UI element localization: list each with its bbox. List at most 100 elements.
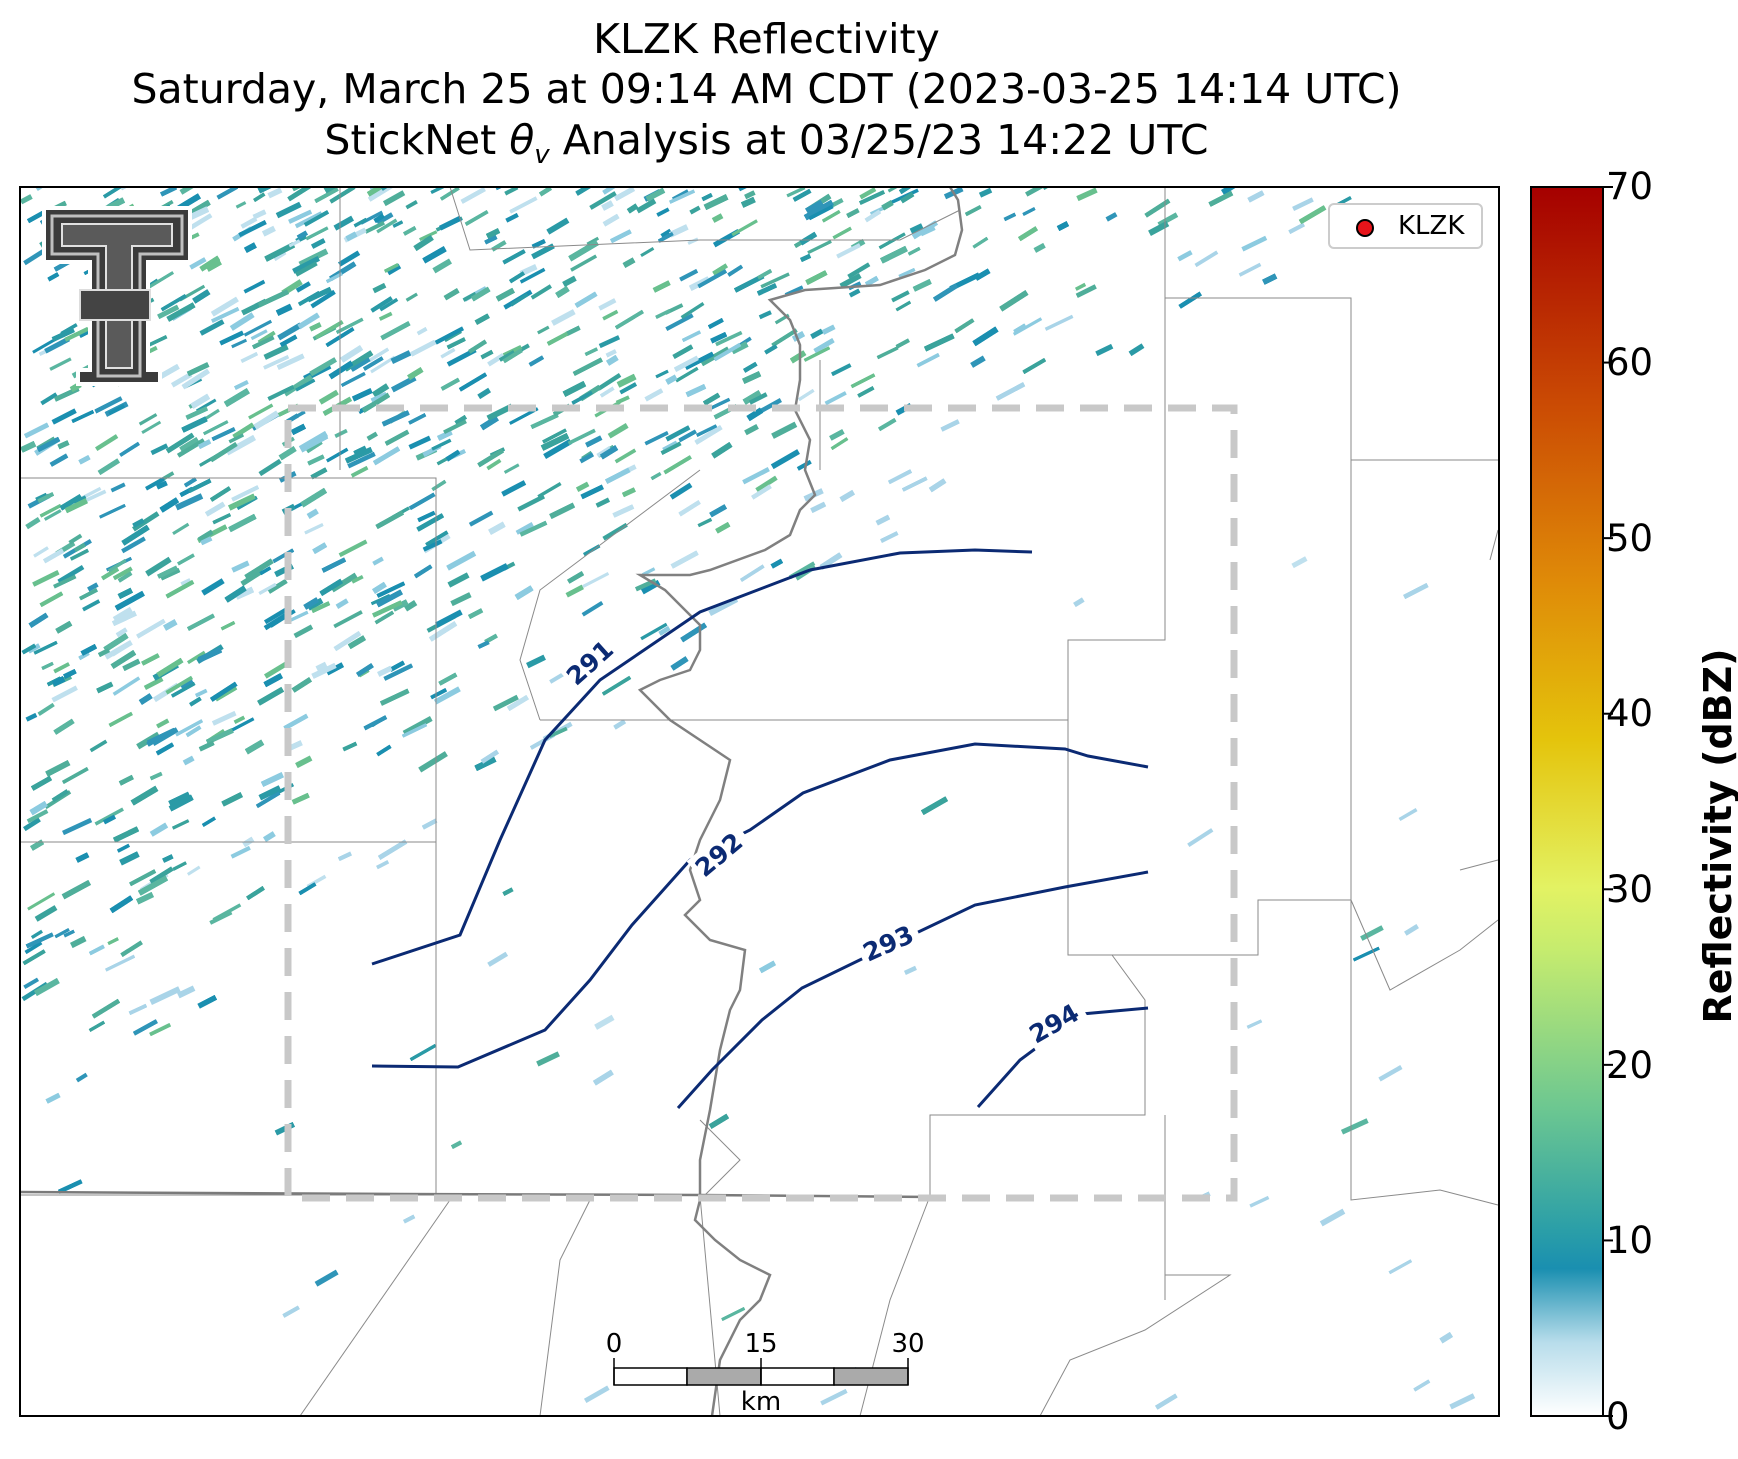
echo-streak bbox=[165, 432, 195, 454]
echo-streak bbox=[392, 220, 404, 228]
echo-streak bbox=[69, 935, 87, 949]
echo-streak bbox=[502, 348, 523, 364]
echo-streak bbox=[786, 187, 806, 198]
echo-streak bbox=[864, 209, 882, 223]
echo-streak bbox=[205, 501, 226, 517]
echo-streak bbox=[304, 523, 324, 535]
echo-streak bbox=[405, 200, 418, 210]
echo-streak bbox=[488, 521, 506, 535]
echo-streak bbox=[114, 590, 145, 611]
echo-streak bbox=[437, 429, 453, 441]
echo-streak bbox=[20, 441, 37, 453]
echo-streak bbox=[486, 458, 502, 471]
echo-streak bbox=[186, 865, 201, 876]
echo-streak bbox=[372, 600, 403, 618]
echo-streak bbox=[41, 661, 54, 670]
echo-streak bbox=[298, 248, 329, 268]
echo-streak bbox=[875, 514, 891, 526]
echo-streak bbox=[669, 189, 695, 204]
echo-streak bbox=[201, 816, 216, 827]
echo-streak bbox=[372, 446, 401, 466]
echo-streak bbox=[203, 420, 229, 436]
echo-streak bbox=[130, 785, 159, 806]
echo-streak bbox=[24, 941, 43, 955]
echo-streak bbox=[565, 325, 581, 337]
echo-streak bbox=[405, 292, 418, 302]
radar-marker-icon bbox=[1356, 219, 1374, 237]
echo-streak bbox=[323, 187, 338, 194]
echo-streak bbox=[468, 608, 484, 619]
echo-streak bbox=[382, 190, 406, 207]
echo-streak bbox=[1360, 925, 1384, 941]
echo-streak bbox=[663, 455, 692, 475]
title-line-2: Saturday, March 25 at 09:14 AM CDT (2023… bbox=[131, 65, 1402, 113]
echo-streak bbox=[64, 498, 88, 514]
echo-streak bbox=[246, 886, 265, 901]
echo-streak bbox=[58, 1179, 83, 1194]
echo-streak bbox=[20, 194, 33, 205]
echo-streak bbox=[562, 275, 577, 288]
echo-streak bbox=[477, 387, 492, 400]
echo-streak bbox=[160, 567, 181, 581]
contour-292 bbox=[371, 742, 1149, 1069]
echo-streak bbox=[24, 422, 50, 439]
legend: KLZK bbox=[1328, 203, 1483, 249]
echo-streak bbox=[165, 675, 193, 695]
echo-streak bbox=[432, 258, 452, 274]
echo-streak bbox=[581, 600, 604, 617]
echo-streak bbox=[495, 287, 515, 302]
echo-streak bbox=[347, 635, 366, 650]
echo-streak bbox=[477, 448, 504, 468]
echo-streak bbox=[293, 624, 314, 639]
echo-streak bbox=[40, 392, 58, 406]
echo-streak bbox=[179, 187, 196, 195]
echo-streak bbox=[353, 445, 367, 456]
echo-streak bbox=[240, 216, 258, 229]
echo-streak bbox=[177, 985, 196, 999]
echo-streak bbox=[230, 845, 251, 859]
echo-streak bbox=[1340, 1118, 1369, 1135]
echo-streak bbox=[440, 347, 456, 359]
echo-streak bbox=[434, 609, 463, 628]
echo-streak bbox=[156, 657, 184, 678]
colorbar-tick-40: 40 bbox=[1606, 692, 1654, 735]
echo-streak bbox=[51, 327, 75, 342]
echo-streak bbox=[656, 207, 670, 217]
echo-streak bbox=[458, 372, 488, 392]
echo-streak bbox=[408, 492, 436, 511]
echo-streak bbox=[701, 192, 713, 202]
echo-streak bbox=[1022, 357, 1047, 374]
echo-streak bbox=[419, 230, 438, 242]
echo-streak bbox=[824, 391, 847, 406]
echo-streak bbox=[895, 338, 910, 349]
echo-streak bbox=[326, 447, 349, 463]
echo-streak bbox=[730, 341, 749, 355]
echo-streak bbox=[1378, 1065, 1403, 1082]
echo-streak bbox=[803, 199, 834, 221]
echo-streak bbox=[1388, 1259, 1413, 1275]
echo-streak bbox=[138, 413, 158, 426]
echo-streak bbox=[964, 205, 982, 217]
echo-streak bbox=[231, 560, 250, 573]
echo-streak bbox=[82, 599, 101, 612]
echo-streak bbox=[240, 352, 258, 363]
echo-streak bbox=[678, 500, 701, 517]
echo-streak bbox=[263, 355, 290, 370]
echo-streak bbox=[912, 279, 932, 292]
echo-streak bbox=[572, 357, 603, 376]
echo-streak bbox=[707, 318, 724, 329]
echo-streak bbox=[1291, 556, 1308, 569]
echo-streak bbox=[159, 497, 180, 513]
echo-streak bbox=[353, 217, 368, 228]
echo-streak bbox=[740, 196, 756, 208]
echo-streak bbox=[21, 643, 37, 655]
echo-streak bbox=[819, 552, 843, 570]
echo-streak bbox=[408, 413, 427, 425]
echo-streak bbox=[52, 676, 66, 687]
echo-streak bbox=[1022, 207, 1036, 216]
echo-streak bbox=[128, 1003, 148, 1015]
echo-streak bbox=[438, 672, 458, 686]
echo-streak bbox=[531, 238, 546, 249]
echo-streak bbox=[338, 539, 368, 558]
echo-streak bbox=[101, 567, 120, 581]
